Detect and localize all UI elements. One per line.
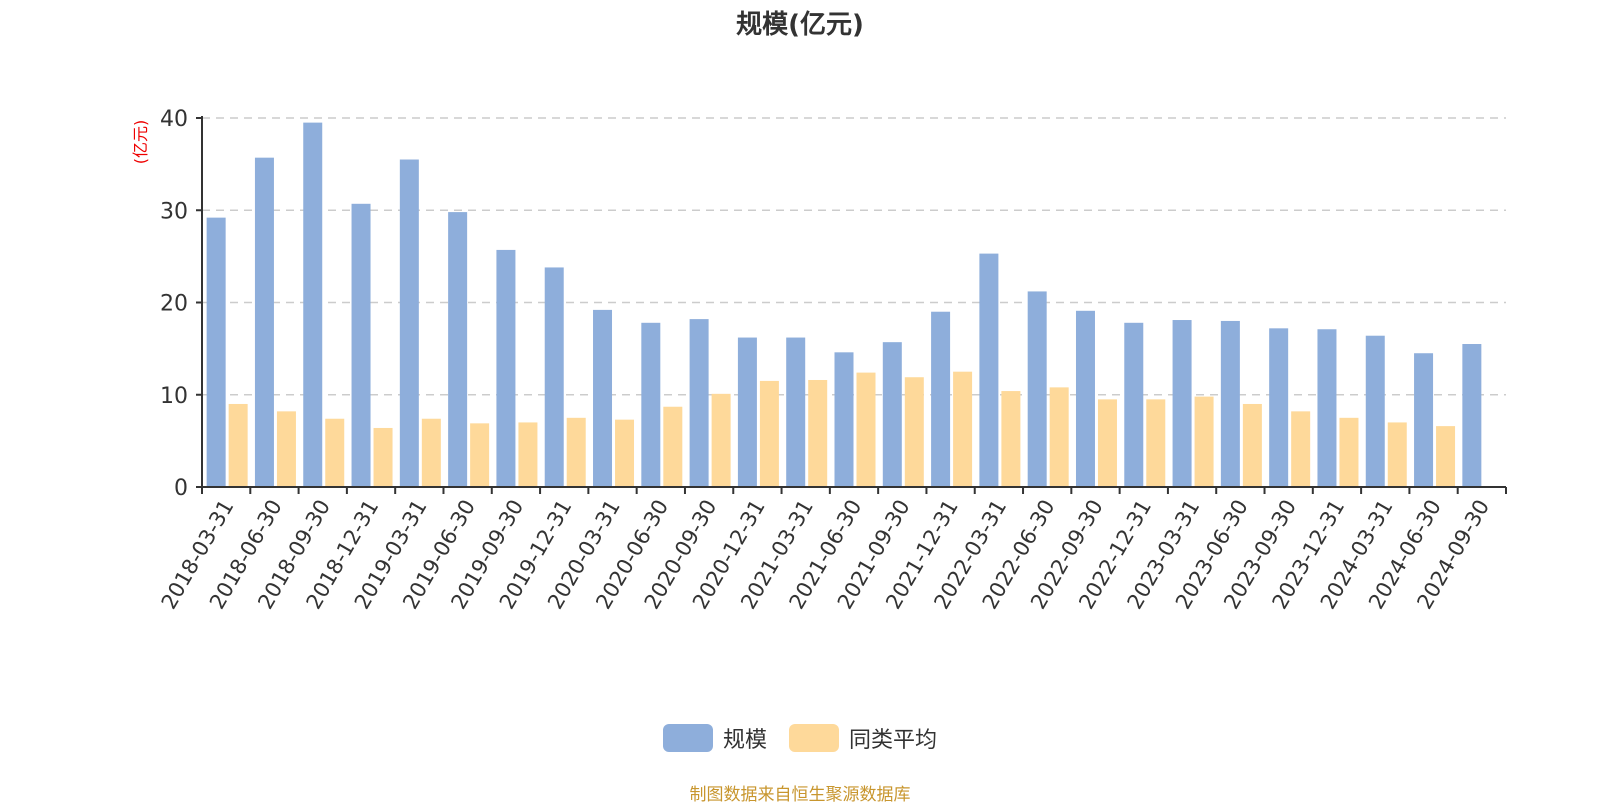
bar-peer-average[interactable]	[904, 377, 924, 487]
bar-peer-average[interactable]	[566, 417, 586, 487]
bar-peer-average[interactable]	[711, 393, 731, 487]
bar-scale[interactable]	[254, 157, 274, 488]
bar-peer-average[interactable]	[1146, 399, 1166, 487]
bar-scale[interactable]	[1414, 353, 1434, 487]
bar-chart: 010203040(亿元)2018-03-312018-06-302018-09…	[131, 107, 1507, 613]
chart-title: 规模(亿元)	[736, 10, 864, 40]
legend-swatch-peer-average	[789, 724, 839, 752]
bar-scale[interactable]	[593, 309, 613, 487]
bar-scale[interactable]	[1220, 320, 1240, 487]
bar-peer-average[interactable]	[228, 403, 248, 487]
bar-peer-average[interactable]	[470, 423, 490, 487]
y-tick-label: 20	[160, 292, 188, 317]
bar-scale[interactable]	[979, 253, 999, 487]
bar-scale[interactable]	[1365, 335, 1385, 487]
bar-scale[interactable]	[689, 319, 709, 487]
bar-scale[interactable]	[399, 159, 419, 487]
bar-peer-average[interactable]	[808, 379, 828, 487]
bar-scale[interactable]	[786, 337, 806, 487]
bar-peer-average[interactable]	[1194, 396, 1214, 487]
bar-peer-average[interactable]	[1049, 387, 1069, 487]
bar-scale[interactable]	[641, 322, 661, 487]
legend-label-scale: 规模	[722, 728, 767, 753]
bar-scale[interactable]	[351, 203, 371, 488]
bar-peer-average[interactable]	[1291, 411, 1311, 487]
y-axis-unit: (亿元)	[131, 120, 150, 165]
bar-peer-average[interactable]	[1242, 403, 1262, 487]
legend-swatch-scale	[662, 724, 713, 752]
bar-peer-average[interactable]	[953, 371, 973, 487]
bar-scale[interactable]	[496, 249, 516, 487]
legend-item-peer-average[interactable]: 同类平均	[789, 722, 937, 754]
legend-label-peer-average: 同类平均	[849, 728, 938, 753]
bar-peer-average[interactable]	[759, 380, 779, 487]
bar-peer-average[interactable]	[518, 422, 538, 487]
bar-scale[interactable]	[834, 352, 854, 487]
bar-scale[interactable]	[544, 267, 564, 487]
legend: 规模 同类平均	[0, 722, 1600, 754]
y-tick-label: 30	[160, 199, 188, 224]
bar-peer-average[interactable]	[1339, 417, 1359, 487]
bar-peer-average[interactable]	[615, 419, 635, 487]
bar-peer-average[interactable]	[1001, 391, 1021, 487]
bar-scale[interactable]	[448, 212, 468, 487]
bar-scale[interactable]	[1462, 344, 1482, 487]
y-tick-label: 40	[160, 107, 188, 132]
bar-scale[interactable]	[206, 217, 226, 487]
bar-peer-average[interactable]	[373, 427, 393, 487]
bar-scale[interactable]	[1269, 328, 1289, 487]
bar-scale[interactable]	[1172, 320, 1192, 487]
bar-peer-average[interactable]	[663, 406, 683, 487]
bar-scale[interactable]	[737, 337, 757, 487]
bar-scale[interactable]	[1075, 310, 1095, 487]
legend-item-scale[interactable]: 规模	[662, 722, 767, 754]
bar-peer-average[interactable]	[276, 411, 296, 487]
bar-peer-average[interactable]	[856, 372, 876, 487]
y-tick-label: 0	[174, 476, 188, 501]
bar-scale[interactable]	[303, 122, 323, 488]
bar-peer-average[interactable]	[325, 418, 345, 487]
bar-peer-average[interactable]	[421, 418, 441, 487]
data-source-note: 制图数据来自恒生聚源数据库	[689, 785, 911, 805]
bar-scale[interactable]	[1027, 291, 1047, 487]
bar-scale[interactable]	[931, 311, 951, 487]
bar-peer-average[interactable]	[1436, 426, 1456, 487]
bar-scale[interactable]	[1124, 322, 1144, 487]
y-tick-label: 10	[160, 384, 188, 409]
bar-scale[interactable]	[1317, 329, 1337, 487]
bar-scale[interactable]	[882, 342, 902, 487]
bar-peer-average[interactable]	[1387, 422, 1407, 487]
bar-peer-average[interactable]	[1097, 399, 1117, 487]
